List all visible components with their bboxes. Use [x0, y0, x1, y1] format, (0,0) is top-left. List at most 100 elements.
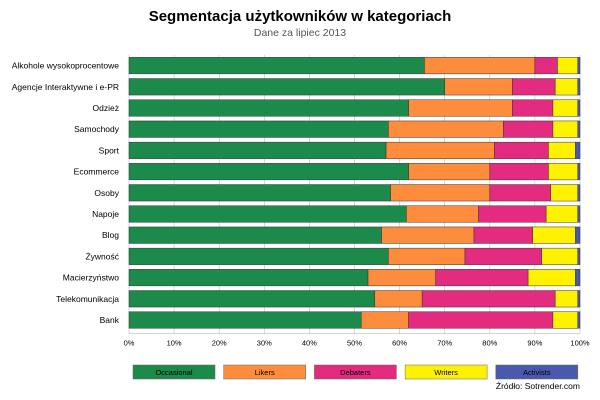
bar-segment-likers	[408, 163, 491, 181]
bar-segment-activists	[577, 184, 581, 202]
bar-segment-debaters	[489, 163, 549, 181]
bar-segment-writers	[545, 205, 578, 223]
bar-segment-activists	[577, 57, 581, 75]
bar-segment-occasional	[128, 269, 369, 287]
bar-segment-activists	[577, 290, 581, 308]
bar-segment-activists	[577, 311, 581, 329]
x-tick-label: 50%	[347, 339, 362, 348]
bar-segment-debaters	[464, 247, 542, 265]
x-tick-label: 100%	[570, 339, 590, 348]
bar-segment-activists	[577, 78, 581, 96]
bar-segment-activists	[577, 99, 581, 117]
bar-segment-occasional	[128, 78, 445, 96]
bar-segment-likers	[388, 120, 504, 138]
bars	[128, 57, 581, 329]
legend-swatch-activists	[495, 364, 579, 380]
bar-segment-occasional	[128, 141, 387, 159]
legend: Occasional Likers Debaters Writers Activists	[132, 364, 579, 380]
category-label: Odzież	[93, 103, 119, 113]
x-tick-label: 20%	[212, 339, 227, 348]
bar-segment-likers	[408, 99, 513, 117]
category-label: Samochody	[74, 124, 120, 134]
bar-segment-writers	[557, 57, 578, 75]
legend-swatch-debaters	[314, 364, 397, 380]
chart-subtitle: Dane za lipiec 2013	[253, 27, 347, 39]
bar-segment-activists	[577, 163, 581, 181]
bar-segment-writers	[548, 141, 576, 159]
bar-segment-occasional	[128, 163, 409, 181]
bar-segment-occasional	[128, 311, 362, 329]
x-tick-label: 70%	[437, 339, 452, 348]
legend-swatch-occasional	[132, 364, 216, 380]
bar-segment-debaters	[435, 269, 529, 287]
bar-segment-occasional	[128, 247, 389, 265]
x-tick-label: 40%	[302, 339, 317, 348]
bar-segment-debaters	[512, 78, 556, 96]
bar-segment-activists	[577, 120, 581, 138]
bar-segment-likers	[390, 184, 491, 202]
category-label: Osoby	[94, 188, 119, 198]
category-label: Alkohole wysokoprocentowe	[12, 61, 120, 71]
legend-label-writers: Writers	[434, 368, 458, 377]
bar-segment-likers	[361, 311, 409, 329]
bar-segment-writers	[550, 184, 578, 202]
bar-segment-debaters	[489, 184, 551, 202]
bar-segment-debaters	[421, 290, 556, 308]
bar-segment-writers	[554, 290, 578, 308]
bar-segment-activists	[575, 226, 581, 244]
bar-segment-writers	[541, 247, 578, 265]
bar-segment-activists	[575, 141, 581, 159]
bar-segment-writers	[548, 163, 578, 181]
bar-segment-likers	[388, 247, 466, 265]
bar-segment-activists	[575, 269, 581, 287]
legend-label-likers: Likers	[255, 368, 275, 377]
bar-segment-occasional	[128, 205, 407, 223]
bar-segment-writers	[552, 120, 578, 138]
bar-segment-occasional	[128, 57, 425, 75]
category-label: Bank	[100, 315, 120, 325]
category-label: Sport	[99, 145, 120, 155]
bar-segment-writers	[532, 226, 576, 244]
bar-segment-occasional	[128, 120, 389, 138]
x-tick-label: 90%	[527, 339, 542, 348]
bar-segment-activists	[577, 205, 581, 223]
category-label: Żywność	[85, 251, 119, 261]
category-label: Napoje	[92, 209, 119, 219]
bar-segment-likers	[444, 78, 513, 96]
bar-segment-occasional	[128, 184, 391, 202]
x-tick-label: 80%	[482, 339, 497, 348]
bar-segment-likers	[374, 290, 423, 308]
bar-segment-likers	[381, 226, 475, 244]
category-label: Agencje Interaktywne i e-PR	[12, 82, 119, 92]
bar-segment-writers	[552, 99, 578, 117]
bar-segment-debaters	[473, 226, 533, 244]
bar-segment-writers	[527, 269, 576, 287]
bar-segment-debaters	[503, 120, 554, 138]
chart-title: Segmentacja użytkowników w kategoriach	[148, 8, 452, 25]
bar-segment-debaters	[512, 99, 554, 117]
x-tick-label: 0%	[124, 339, 135, 348]
bar-segment-likers	[424, 57, 536, 75]
bar-segment-writers	[554, 78, 578, 96]
category-label: Blog	[102, 230, 119, 240]
bar-segment-occasional	[128, 99, 409, 117]
category-label: Macierzyństwo	[63, 273, 119, 283]
legend-label-occasional: Occasional	[155, 368, 192, 377]
bar-segment-debaters	[534, 57, 558, 75]
bar-segment-activists	[577, 247, 581, 265]
legend-swatch-writers	[404, 364, 488, 380]
category-label: Ecommerce	[74, 167, 120, 177]
bar-segment-debaters	[408, 311, 554, 329]
bar-segment-likers	[367, 269, 436, 287]
bar-segment-debaters	[478, 205, 547, 223]
x-tick-label: 60%	[392, 339, 407, 348]
x-tick-label: 30%	[257, 339, 272, 348]
x-axis: 0% 10% 20% 30% 40% 50% 60% 70% 80% 90% 100%	[124, 333, 590, 348]
bar-segment-debaters	[494, 141, 549, 159]
legend-label-activists: Activists	[523, 368, 551, 377]
category-label: Telekomunikacja	[56, 294, 119, 304]
legend-label-debaters: Debaters	[340, 368, 371, 377]
bar-segment-occasional	[128, 290, 376, 308]
source-note: Źródło: Sotrender.com	[495, 381, 580, 391]
